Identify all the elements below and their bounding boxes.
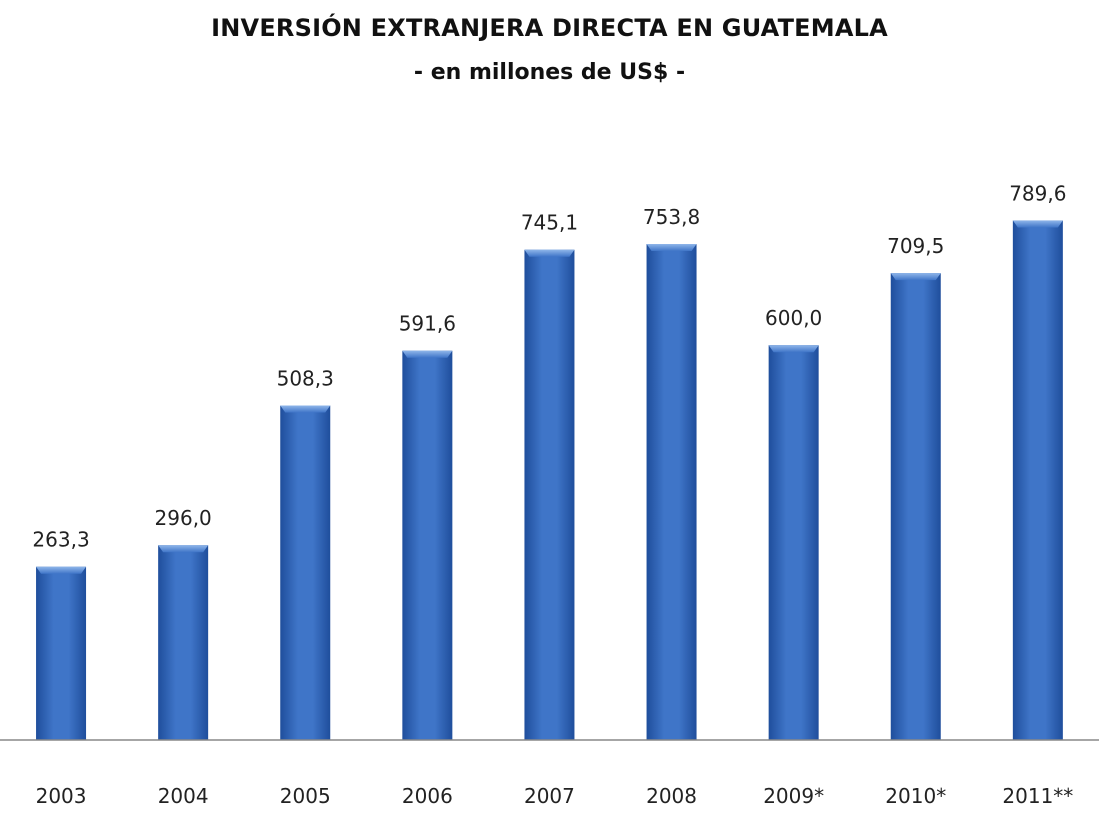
bar-top-bevel [646, 243, 697, 251]
bar-top-bevel [402, 350, 453, 358]
data-label: 591,6 [399, 312, 456, 336]
bar-2010 [890, 273, 941, 740]
data-label: 296,0 [155, 506, 212, 530]
x-tick-label: 2008 [646, 784, 697, 808]
x-tick-label: 2006 [402, 784, 453, 808]
data-label: 600,0 [765, 306, 822, 330]
bar-2004 [158, 545, 209, 740]
x-tick-labels: 2003 2004 2005 2006 2007 2008 2009* 2010* 2011** [36, 784, 1074, 808]
bars-group [36, 220, 1063, 741]
bar-top-bevel [280, 405, 331, 413]
bar-top-bevel [524, 249, 575, 257]
data-label: 709,5 [887, 234, 944, 258]
x-tick-label: 2010* [885, 784, 946, 808]
bar-2005 [280, 405, 331, 740]
x-tick-label: 2007 [524, 784, 575, 808]
bar-2011 [1012, 220, 1063, 740]
data-label: 745,1 [521, 211, 578, 235]
bar-top-bevel [890, 273, 941, 281]
bar-2003 [36, 566, 87, 740]
x-tick-label: 2011** [1002, 784, 1073, 808]
bar-2007 [524, 249, 575, 741]
chart-subtitle: - en millones de US$ - [413, 60, 686, 85]
bar-top-bevel [36, 566, 87, 574]
chart-title: INVERSIÓN EXTRANJERA DIRECTA EN GUATEMAL… [211, 14, 888, 42]
x-tick-label: 2004 [158, 784, 209, 808]
bar-top-bevel [768, 345, 819, 353]
bar-2009 [768, 345, 819, 740]
x-tick-label: 2005 [280, 784, 331, 808]
data-label: 789,6 [1009, 181, 1066, 205]
x-tick-label: 2009* [763, 784, 824, 808]
bar-2008 [646, 243, 697, 740]
data-label: 753,8 [643, 205, 700, 229]
data-label: 263,3 [32, 528, 89, 552]
data-label: 508,3 [277, 367, 334, 391]
data-labels: 263,3 296,0 508,3 591,6 745,1 753,8 600,0 709,5… [32, 181, 1066, 551]
x-tick-label: 2003 [36, 784, 87, 808]
bar-top-bevel [158, 545, 209, 553]
bar-top-bevel [1012, 220, 1063, 228]
bar-2006 [402, 350, 453, 740]
